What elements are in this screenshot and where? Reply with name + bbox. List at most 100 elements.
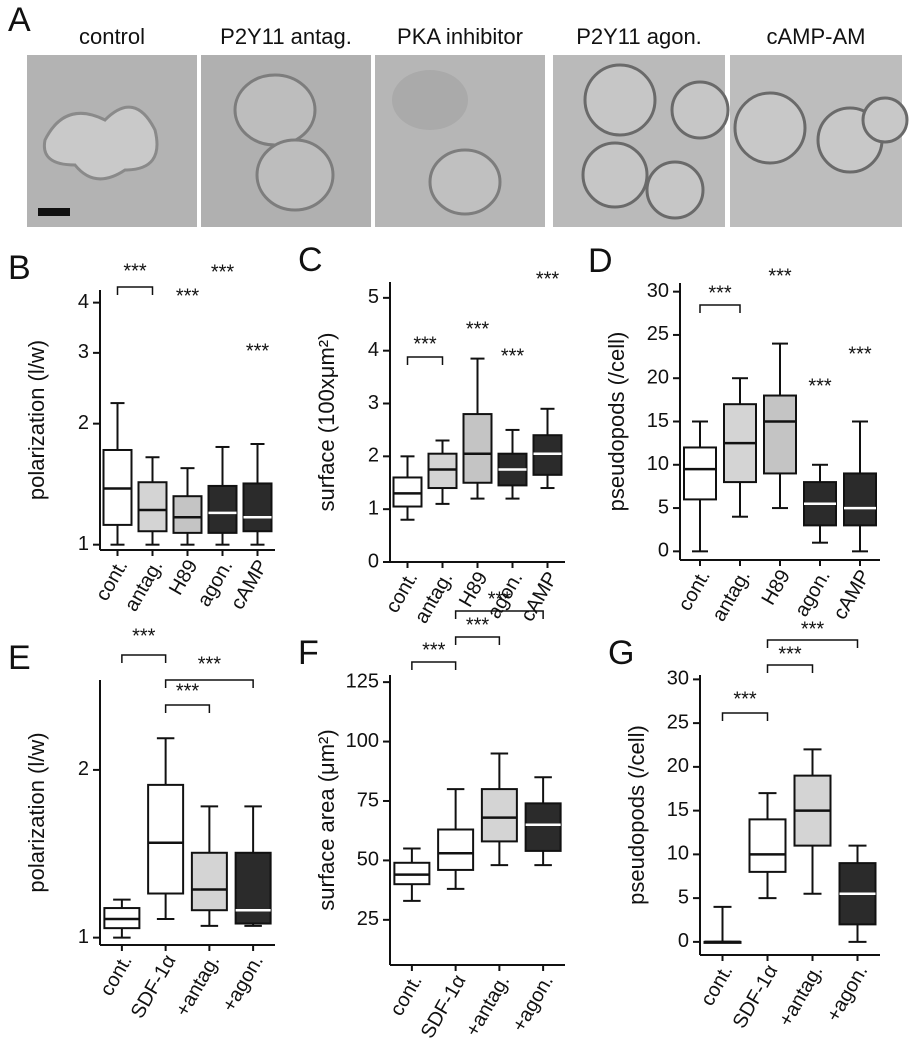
y-tick-label: 1: [78, 926, 89, 948]
y-tick-label: 125: [346, 670, 379, 692]
significance-label: ***: [176, 285, 200, 307]
significance-label: ***: [246, 340, 270, 362]
y-tick-label: 15: [647, 410, 669, 432]
box: [748, 818, 787, 873]
y-tick-label: 0: [658, 540, 669, 562]
significance-bracket: [454, 610, 544, 619]
significance-label: ***: [132, 625, 156, 647]
cell: [583, 63, 657, 137]
significance-bracket: [454, 636, 501, 645]
y-tick-label: 75: [357, 789, 379, 811]
y-tick-label: 15: [667, 799, 689, 821]
y-tick-label: 1: [78, 533, 89, 555]
box: [147, 783, 185, 895]
significance-label: ***: [176, 680, 200, 702]
significance-label: ***: [808, 375, 832, 397]
significance-label: ***: [413, 333, 437, 355]
y-tick-label: 2: [78, 758, 89, 780]
panel-label: B: [8, 249, 31, 287]
y-tick-label: 25: [667, 711, 689, 733]
significance-bracket: [699, 304, 741, 313]
y-tick-label: 5: [658, 496, 669, 518]
significance-label: ***: [733, 688, 757, 710]
y-tick-label: 4: [368, 339, 379, 361]
box: [172, 495, 203, 534]
significance-bracket: [164, 704, 211, 713]
y-tick-label: 20: [647, 367, 669, 389]
y-tick-label: 3: [368, 392, 379, 414]
y-tick-label: 30: [647, 280, 669, 302]
image-label: control: [79, 24, 145, 49]
box: [207, 484, 238, 534]
y-tick-label: 4: [78, 291, 89, 313]
cell: [42, 105, 159, 181]
significance-bracket: [721, 712, 769, 721]
y-tick-label: 2: [368, 445, 379, 467]
y-axis-label: pseudopods (/cell): [624, 725, 649, 905]
y-axis-label: surface area (μm²): [314, 729, 339, 910]
y-tick-label: 0: [678, 930, 689, 952]
cell: [581, 141, 649, 209]
box: [843, 472, 877, 527]
image-label: P2Y11 agon.: [576, 24, 702, 49]
significance-bracket: [164, 679, 254, 688]
y-tick-label: 5: [678, 886, 689, 908]
y-axis-label: polarization (l/w): [24, 340, 49, 500]
box: [427, 452, 458, 490]
y-tick-label: 5: [368, 286, 379, 308]
image-label: PKA inhibitor: [397, 24, 523, 49]
cell: [733, 91, 807, 165]
y-tick-label: 3: [78, 341, 89, 363]
significance-label: ***: [536, 268, 560, 290]
box: [532, 434, 563, 476]
y-tick-label: 25: [647, 323, 669, 345]
cell: [233, 73, 317, 147]
significance-bracket: [411, 661, 457, 670]
significance-label: ***: [422, 639, 446, 661]
significance-label: ***: [211, 261, 235, 283]
cell: [392, 70, 468, 130]
box: [462, 413, 493, 484]
significance-label: ***: [768, 265, 792, 287]
image-label: cAMP-AM: [767, 24, 866, 49]
y-axis-label: surface (100xμm²): [314, 333, 339, 512]
significance-label: ***: [848, 343, 872, 365]
y-axis-label: polarization (l/w): [24, 732, 49, 892]
significance-label: ***: [488, 588, 512, 610]
significance-bracket: [406, 356, 444, 365]
y-tick-label: 50: [357, 849, 379, 871]
panel-label: A: [8, 1, 31, 39]
box: [190, 851, 228, 912]
panel-label: G: [608, 634, 634, 672]
significance-bracket: [766, 664, 814, 673]
significance-bracket: [766, 639, 859, 648]
scale-bar: [38, 208, 70, 216]
box: [683, 446, 717, 501]
cell: [645, 160, 705, 220]
box: [480, 788, 518, 843]
y-tick-label: 10: [647, 453, 669, 475]
significance-label: ***: [708, 282, 732, 304]
significance-label: ***: [501, 345, 525, 367]
y-tick-label: 25: [357, 908, 379, 930]
box: [392, 476, 423, 508]
box: [137, 481, 168, 533]
significance-label: ***: [466, 614, 490, 636]
y-tick-label: 1: [368, 497, 379, 519]
significance-label: ***: [198, 653, 222, 675]
significance-bracket: [116, 286, 154, 295]
panel-label: D: [588, 242, 613, 280]
panel-label: C: [298, 241, 323, 279]
y-tick-label: 30: [667, 668, 689, 690]
y-tick-label: 100: [346, 730, 379, 752]
panel-label: E: [8, 639, 31, 677]
significance-bracket: [121, 654, 167, 663]
cell: [255, 138, 335, 212]
y-tick-label: 0: [368, 550, 379, 572]
y-tick-label: 10: [667, 843, 689, 865]
box: [242, 482, 273, 533]
box: [234, 851, 272, 925]
significance-label: ***: [778, 643, 802, 665]
significance-label: ***: [466, 318, 490, 340]
